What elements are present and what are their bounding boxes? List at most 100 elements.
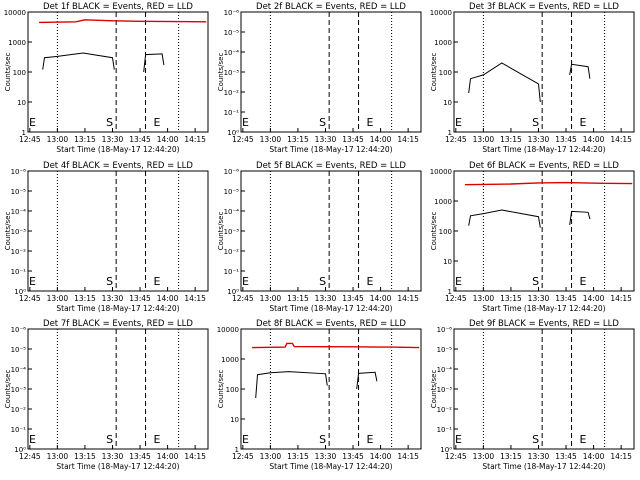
detector-panel-6: Det 6f BLACK = Events, RED = LLD 1 10 100 10…	[430, 161, 635, 313]
y-tick-label: 10⁻¹	[11, 268, 27, 276]
plot-frame	[453, 11, 635, 133]
x-tick-label: 13:45	[555, 135, 577, 144]
y-tick-label: 10⁰	[440, 446, 452, 454]
marker-label-s: S	[319, 116, 326, 129]
x-tick-label: 13:15	[500, 294, 522, 303]
x-tick-label: 14:15	[610, 452, 632, 461]
y-tick-label: 10⁻¹	[224, 268, 240, 276]
x-tick-label: 13:30	[315, 294, 337, 303]
x-axis-label: Start Time (18-May-17 12:44:20)	[56, 304, 179, 313]
marker-label-s: S	[532, 275, 539, 288]
y-tick-label: 10⁻³	[224, 228, 240, 236]
y-tick-label: 10⁻⁶	[11, 326, 27, 334]
events-series-line	[468, 209, 541, 228]
y-tick-label: 10⁰	[14, 446, 26, 454]
x-tick-label: 13:15	[287, 135, 309, 144]
x-tick-label: 14:15	[397, 135, 419, 144]
marker-label-edge: E	[242, 433, 249, 446]
x-tick-label: 13:00	[260, 135, 282, 144]
detector-panel-7: Det 7f BLACK = Events, RED = LLD 10⁰ 10⁻¹ 1…	[4, 319, 209, 471]
marker-label-s: S	[106, 275, 113, 288]
y-axis-label: Counts/sec	[4, 53, 12, 92]
x-axis-label: Start Time (18-May-17 12:44:20)	[482, 304, 605, 313]
x-tick-label: 12:45	[232, 135, 254, 144]
marker-label-s: S	[319, 275, 326, 288]
x-tick-label: 13:30	[102, 294, 124, 303]
marker-label-e: E	[580, 116, 587, 129]
x-tick-label: 14:15	[397, 294, 419, 303]
y-tick-label: 10⁻⁶	[224, 9, 240, 17]
y-tick-label: 100	[439, 228, 452, 236]
y-tick-label: 1000	[8, 39, 26, 47]
x-tick-label: 14:00	[157, 135, 179, 144]
panel-title: Det 8f BLACK = Events, RED = LLD	[256, 319, 406, 329]
x-tick-label: 13:30	[528, 452, 550, 461]
y-axis-label: Counts/sec	[430, 53, 438, 92]
y-tick-label: 10⁻⁶	[224, 168, 240, 176]
y-axis-label: Counts/sec	[4, 212, 12, 251]
y-tick-label: 10⁻¹	[224, 109, 240, 117]
x-tick-label: 13:15	[287, 294, 309, 303]
y-tick-label: 10⁻²	[437, 406, 453, 414]
y-tick-label: 10⁻³	[11, 228, 27, 236]
y-tick-label: 10⁻⁵	[11, 346, 27, 354]
y-tick-label: 10⁻⁴	[437, 366, 453, 374]
x-tick-label: 12:45	[232, 452, 254, 461]
x-axis-label: Start Time (18-May-17 12:44:20)	[269, 304, 392, 313]
x-tick-label: 13:45	[129, 452, 151, 461]
y-axis-label: Counts/sec	[430, 212, 438, 251]
plot-frame	[27, 170, 209, 292]
y-tick-label: 10⁻¹	[437, 426, 453, 434]
events-series-line	[569, 210, 591, 225]
marker-label-e: E	[154, 116, 161, 129]
x-axis-label: Start Time (18-May-17 12:44:20)	[482, 462, 605, 471]
x-tick-label: 13:45	[129, 135, 151, 144]
marker-label-s: S	[106, 433, 113, 446]
marker-label-edge: E	[29, 433, 36, 446]
y-tick-label: 1000	[434, 198, 452, 206]
x-tick-label: 12:45	[19, 452, 41, 461]
y-axis-label: Counts/sec	[217, 370, 225, 409]
y-tick-label: 10⁻⁵	[437, 346, 453, 354]
y-tick-label: 10	[443, 258, 452, 266]
y-tick-label: 10⁻²	[224, 89, 240, 97]
marker-label-e: E	[367, 116, 374, 129]
x-tick-label: 13:15	[500, 452, 522, 461]
y-tick-label: 10⁻⁶	[437, 326, 453, 334]
marker-label-edge: E	[455, 116, 462, 129]
x-tick-label: 14:00	[583, 452, 605, 461]
x-tick-label: 13:30	[528, 294, 550, 303]
x-tick-label: 13:00	[47, 294, 69, 303]
detector-panel-5: Det 5f BLACK = Events, RED = LLD 10⁰ 10⁻¹ 1…	[217, 161, 422, 313]
marker-label-e: E	[154, 275, 161, 288]
x-tick-label: 13:00	[473, 135, 495, 144]
x-tick-label: 13:30	[315, 452, 337, 461]
x-axis-label: Start Time (18-May-17 12:44:20)	[56, 145, 179, 154]
y-axis-label: Counts/sec	[4, 370, 12, 409]
y-tick-label: 10	[443, 99, 452, 107]
panel-title: Det 4f BLACK = Events, RED = LLD	[43, 161, 193, 171]
panel-title: Det 2f BLACK = Events, RED = LLD	[256, 2, 406, 12]
x-tick-label: 13:15	[500, 135, 522, 144]
x-tick-label: 13:30	[102, 135, 124, 144]
y-tick-label: 10⁻⁵	[224, 188, 240, 196]
y-tick-label: 10⁻²	[224, 248, 240, 256]
y-tick-label: 10	[17, 99, 26, 107]
detector-panel-3: Det 3f BLACK = Events, RED = LLD 1 10 100 10…	[430, 2, 635, 154]
x-tick-label: 13:30	[528, 135, 550, 144]
panel-title: Det 1f BLACK = Events, RED = LLD	[43, 2, 193, 12]
x-tick-label: 12:45	[19, 135, 41, 144]
marker-label-edge: E	[242, 275, 249, 288]
plot-frame	[27, 11, 209, 133]
x-tick-label: 14:00	[583, 294, 605, 303]
x-axis-label: Start Time (18-May-17 12:44:20)	[482, 145, 605, 154]
x-tick-label: 13:00	[47, 452, 69, 461]
marker-label-edge: E	[29, 275, 36, 288]
x-tick-label: 12:45	[445, 135, 467, 144]
y-tick-label: 10000	[430, 168, 452, 176]
x-tick-label: 13:00	[473, 294, 495, 303]
x-tick-label: 13:45	[342, 135, 364, 144]
plot-frame	[240, 11, 422, 133]
x-axis-label: Start Time (18-May-17 12:44:20)	[269, 145, 392, 154]
